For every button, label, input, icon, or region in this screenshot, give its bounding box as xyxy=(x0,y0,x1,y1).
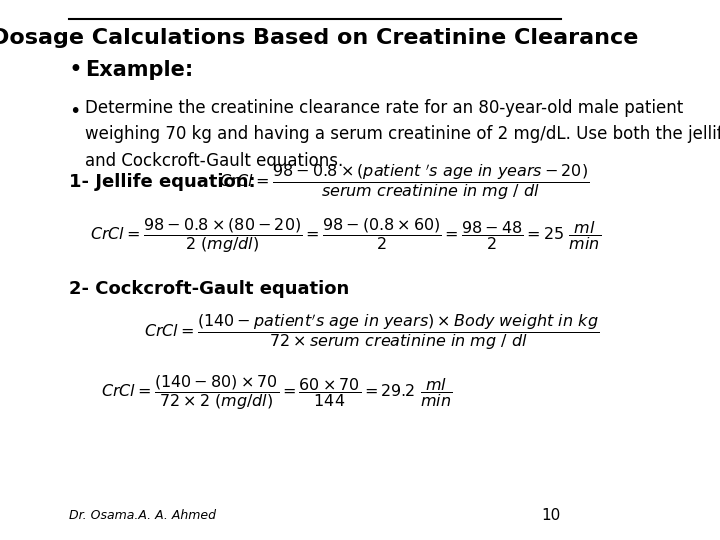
Text: Dosage Calculations Based on Creatinine Clearance: Dosage Calculations Based on Creatinine … xyxy=(0,28,639,48)
Text: Dr. Osama.A. A. Ahmed: Dr. Osama.A. A. Ahmed xyxy=(69,509,216,522)
Text: 1- Jellife equation:: 1- Jellife equation: xyxy=(69,173,256,191)
Text: 2- Cockcroft-Gault equation: 2- Cockcroft-Gault equation xyxy=(69,280,349,298)
Text: Determine the creatinine clearance rate for an 80-year-old male patient
weighing: Determine the creatinine clearance rate … xyxy=(85,99,720,170)
Text: •: • xyxy=(69,58,83,82)
Text: $\mathit{CrCl} = \dfrac{\left(140 - \mathit{patient's\ age\ in\ years}\right) \t: $\mathit{CrCl} = \dfrac{\left(140 - \mat… xyxy=(144,312,599,352)
Text: $\mathit{CrCl} = \dfrac{98 - 0.8 \times \left(\mathit{patient\ 's\ age\ in\ year: $\mathit{CrCl} = \dfrac{98 - 0.8 \times … xyxy=(219,161,589,202)
Text: 10: 10 xyxy=(541,508,561,523)
Text: $\mathit{CrCl} = \dfrac{98 - 0.8 \times \left(80 - 20\right)}{2\ \mathit{(mg/dl): $\mathit{CrCl} = \dfrac{98 - 0.8 \times … xyxy=(90,216,601,255)
Text: •: • xyxy=(69,102,80,120)
Text: $\mathit{CrCl} = \dfrac{\left(140 - 80\right) \times 70}{72 \times 2\ \mathit{(m: $\mathit{CrCl} = \dfrac{\left(140 - 80\r… xyxy=(101,374,452,413)
Text: Example:: Example: xyxy=(85,59,193,79)
